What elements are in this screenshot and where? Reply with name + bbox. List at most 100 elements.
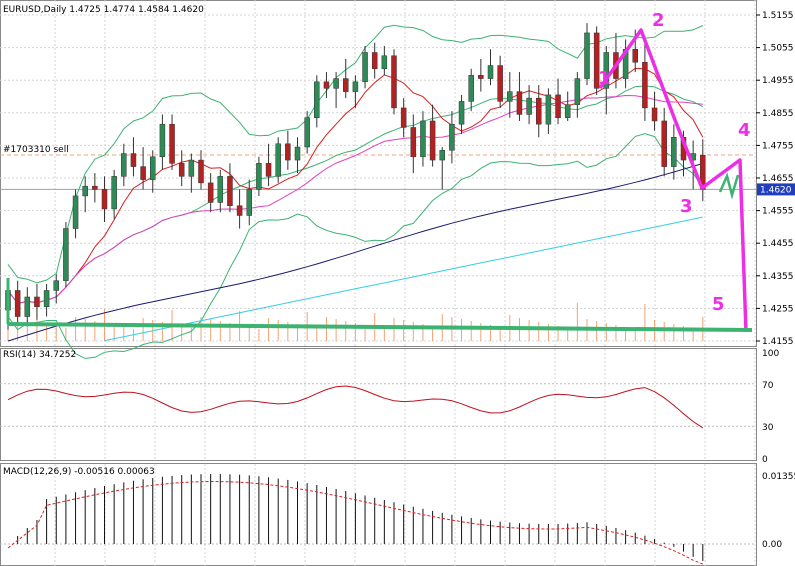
candle-body (150, 156, 156, 180)
candle-body (651, 107, 658, 122)
macd-tick-label: 0.01355 (762, 472, 795, 482)
candle-body (371, 52, 378, 70)
candle-body (43, 290, 50, 308)
candle-body (632, 48, 638, 63)
candle-body (130, 153, 137, 167)
candle-body (14, 290, 21, 317)
candle-body (449, 123, 455, 151)
candle-body (439, 150, 445, 161)
candle-body (140, 166, 146, 180)
rsi-tick-label: 30 (762, 423, 774, 433)
candle-body (468, 75, 474, 102)
macd-signal (7, 480, 703, 565)
candle-body (207, 182, 214, 203)
candle-body (294, 146, 301, 161)
candle-body (536, 97, 542, 125)
candle-body (584, 32, 590, 79)
candle-body (420, 120, 426, 158)
candle-body (159, 123, 166, 158)
wave-label: 2 (652, 10, 665, 31)
wave-label: 5 (712, 294, 725, 315)
candle-body (72, 195, 79, 229)
chart-title: EURUSD,Daily 1.4725 1.4774 1.4584 1.4620 (3, 5, 204, 15)
candle-body (178, 163, 185, 177)
candle-body (564, 104, 571, 118)
price-tick-label: 1.4155 (762, 337, 794, 347)
current-price-label: 1.4620 (760, 185, 792, 195)
rsi-line (7, 385, 704, 429)
candle-body (246, 189, 252, 216)
candle-body (487, 65, 494, 79)
candle-body (314, 81, 320, 118)
macd-tick-label: 0.00 (762, 540, 782, 550)
rsi-panel-frame (0, 348, 757, 461)
candle-body (381, 55, 388, 70)
elliott-wave-path (598, 28, 748, 333)
candle-body (24, 296, 31, 317)
candle-body (545, 94, 552, 125)
candle-body (458, 101, 465, 125)
price-tick-label: 1.4955 (762, 76, 794, 86)
candle-body (236, 205, 243, 216)
candle-body (101, 189, 108, 210)
candle-body (478, 75, 484, 79)
price-tick-label: 1.5055 (762, 44, 794, 54)
candle-body (516, 91, 523, 115)
price-tick-label: 1.4255 (762, 304, 794, 314)
candle-body (343, 78, 349, 92)
macd-panel (0, 474, 756, 565)
main-panel-frame (0, 0, 757, 347)
candle-body (526, 97, 532, 115)
candle-body (333, 78, 339, 89)
candle-body (671, 137, 677, 167)
price-tick-label: 1.4855 (762, 109, 794, 119)
order-label: #1703310 sell (3, 145, 69, 155)
candle-body (304, 117, 310, 148)
green-mark (718, 172, 740, 200)
price-tick-label: 1.5155 (762, 11, 794, 21)
current-price-box (757, 183, 795, 196)
candle-body (429, 120, 436, 161)
candle-body (352, 81, 359, 92)
candle-body (82, 185, 88, 197)
price-tick-label: 1.4455 (762, 239, 794, 249)
rsi-label: RSI(14) 34.7252 (3, 350, 76, 360)
candle-body (92, 185, 98, 190)
candle-body (593, 32, 600, 89)
candle-body (410, 127, 417, 158)
candle-body (63, 228, 69, 281)
candle-body (400, 107, 407, 128)
rsi-panel (0, 383, 756, 429)
candle-body (198, 159, 204, 184)
price-tick-label: 1.4355 (762, 272, 794, 282)
candle-body (555, 94, 561, 118)
candle-body (227, 176, 233, 206)
candle-body (256, 163, 262, 190)
wave-label: 3 (680, 196, 693, 217)
candle-body (275, 143, 281, 177)
price-tick-label: 1.4755 (762, 141, 794, 151)
macd-label: MACD(12,26,9) -0.00516 0.00063 (3, 467, 155, 477)
candles (5, 23, 706, 330)
candle-body (391, 55, 397, 109)
candle-body (121, 153, 127, 177)
grid (0, 0, 757, 566)
wave-label: 1 (598, 68, 611, 89)
ma-cyan (104, 216, 703, 342)
candle-body (265, 163, 272, 177)
candle-body (661, 120, 667, 167)
rsi-tick-label: 70 (762, 381, 774, 391)
candle-body (111, 176, 117, 210)
annotations: 1 2 3 4 5 (6, 10, 753, 333)
candle-body (507, 91, 513, 102)
price-axis: 1.5155 1.5055 1.4955 1.4855 1.4755 1.4655 1.45… (756, 11, 795, 550)
candle-body (34, 296, 40, 308)
rsi-tick-label: 100 (762, 349, 779, 359)
indicator-lines (7, 24, 704, 359)
candle-body (362, 52, 368, 83)
candle-body (188, 159, 195, 177)
candle-body (574, 78, 581, 105)
price-tick-label: 1.4655 (762, 174, 794, 184)
price-tick-label: 1.4555 (762, 207, 794, 217)
